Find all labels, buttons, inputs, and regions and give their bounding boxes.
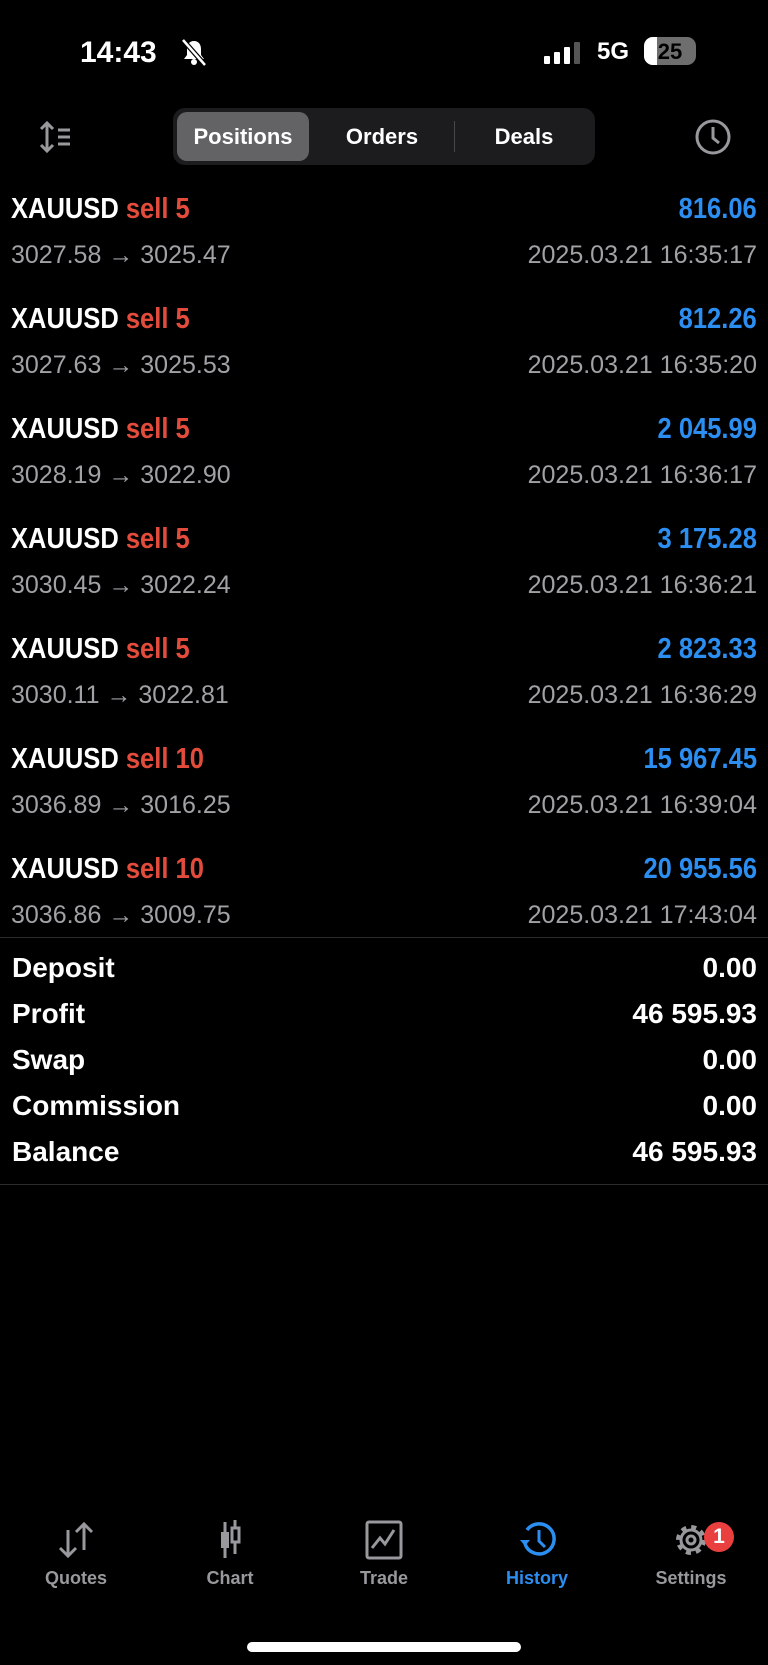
- position-side: sell 10: [125, 853, 204, 885]
- position-row[interactable]: XAUUSD sell 10 15 967.45 3036.89 → 3016.…: [0, 735, 768, 845]
- clock: 14:43: [80, 36, 157, 69]
- symbol: XAUUSD: [11, 853, 119, 885]
- position-prices: 3036.89 → 3016.25: [11, 791, 231, 819]
- position-time: 2025.03.21 16:36:29: [527, 681, 757, 709]
- position-symbol: XAUUSD sell 5: [11, 303, 190, 336]
- position-row[interactable]: XAUUSD sell 10 20 955.56 3036.86 → 3009.…: [0, 845, 768, 955]
- tab-history[interactable]: History: [467, 1520, 607, 1589]
- position-row[interactable]: XAUUSD sell 5 2 823.33 3030.11 → 3022.81…: [0, 625, 768, 735]
- symbol: XAUUSD: [11, 413, 119, 445]
- home-indicator[interactable]: [247, 1642, 521, 1652]
- position-side: sell 5: [125, 413, 190, 445]
- tab-deals[interactable]: Deals: [494, 123, 554, 149]
- segment-divider: [454, 121, 455, 152]
- symbol: XAUUSD: [11, 633, 119, 665]
- tab-bar: Quotes Chart Trade History Settings: [0, 1520, 768, 1600]
- symbol: XAUUSD: [11, 303, 119, 335]
- summary-value: 46 595.93: [632, 998, 757, 1029]
- toolbar: Positions Orders Deals: [0, 108, 768, 166]
- summary-row-deposit: Deposit 0.00: [0, 948, 768, 994]
- signal-icon: [544, 42, 580, 64]
- position-prices: 3030.11 → 3022.81: [11, 681, 229, 709]
- history-icon: [520, 1522, 556, 1556]
- battery-icon: 25: [644, 37, 696, 65]
- tab-trade[interactable]: Trade: [314, 1520, 454, 1589]
- position-side: sell 5: [125, 193, 190, 225]
- position-prices: 3036.86 → 3009.75: [11, 901, 231, 929]
- position-time: 2025.03.21 16:39:04: [527, 791, 757, 819]
- position-time: 2025.03.21 16:35:20: [527, 351, 757, 379]
- position-prices: 3030.45 → 3022.24: [11, 571, 231, 599]
- summary-value: 0.00: [702, 952, 758, 983]
- battery-percent: 25: [657, 39, 683, 64]
- position-row[interactable]: XAUUSD sell 5 812.26 3027.63 → 3025.53 2…: [0, 295, 768, 405]
- position-time: 2025.03.21 17:43:04: [527, 901, 757, 929]
- position-symbol: XAUUSD sell 10: [11, 743, 204, 776]
- summary-label: Commission: [12, 1090, 181, 1121]
- symbol: XAUUSD: [11, 193, 119, 225]
- tab-settings[interactable]: Settings: [621, 1520, 761, 1589]
- trade-chart-icon: [365, 1520, 403, 1560]
- settings-badge: 1: [704, 1522, 734, 1552]
- summary-value: 0.00: [702, 1090, 758, 1121]
- position-profit: 816.06: [678, 193, 757, 225]
- tab-label: Chart: [206, 1568, 254, 1588]
- summary-label: Deposit: [12, 952, 115, 983]
- position-row[interactable]: XAUUSD sell 5 816.06 3027.58 → 3025.47 2…: [0, 185, 768, 295]
- symbol: XAUUSD: [11, 523, 119, 555]
- position-time: 2025.03.21 16:36:17: [527, 461, 757, 489]
- summary-row-profit: Profit 46 595.93: [0, 994, 768, 1040]
- position-row[interactable]: XAUUSD sell 5 3 175.28 3030.45 → 3022.24…: [0, 515, 768, 625]
- silent-bell-icon: [181, 38, 207, 66]
- position-profit: 20 955.56: [643, 853, 757, 885]
- summary-label: Swap: [12, 1044, 86, 1075]
- sort-icon[interactable]: [38, 120, 74, 154]
- position-profit: 2 045.99: [657, 413, 757, 445]
- divider: [0, 937, 768, 938]
- position-symbol: XAUUSD sell 5: [11, 523, 190, 556]
- divider: [0, 1184, 768, 1185]
- position-profit: 2 823.33: [657, 633, 757, 665]
- tab-quotes[interactable]: Quotes: [6, 1520, 146, 1589]
- position-prices: 3027.58 → 3025.47: [11, 241, 231, 269]
- network-type: 5G: [597, 38, 630, 65]
- candlestick-icon: [221, 1520, 241, 1558]
- position-side: sell 10: [125, 743, 204, 775]
- position-symbol: XAUUSD sell 5: [11, 193, 190, 226]
- summary-value: 0.00: [702, 1044, 758, 1075]
- history-segmented-control: Positions Orders Deals: [173, 108, 595, 165]
- summary-label: Balance: [12, 1136, 120, 1167]
- tab-label: Settings: [655, 1568, 727, 1588]
- tab-label: Quotes: [44, 1568, 107, 1588]
- summary-row-commission: Commission 0.00: [0, 1086, 768, 1132]
- tab-orders[interactable]: Orders: [345, 123, 419, 149]
- position-time: 2025.03.21 16:36:21: [527, 571, 757, 599]
- position-row[interactable]: XAUUSD sell 5 2 045.99 3028.19 → 3022.90…: [0, 405, 768, 515]
- position-symbol: XAUUSD sell 5: [11, 413, 190, 446]
- clock-icon[interactable]: [693, 117, 733, 157]
- position-symbol: XAUUSD sell 10: [11, 853, 204, 886]
- position-prices: 3027.63 → 3025.53: [11, 351, 231, 379]
- tab-label: History: [505, 1568, 568, 1588]
- gear-icon: [676, 1525, 706, 1555]
- status-bar: 14:43 5G 25: [0, 0, 768, 100]
- position-profit: 15 967.45: [643, 743, 757, 775]
- position-prices: 3028.19 → 3022.90: [11, 461, 231, 489]
- tab-label: Trade: [359, 1568, 409, 1588]
- summary-row-swap: Swap 0.00: [0, 1040, 768, 1086]
- position-profit: 3 175.28: [657, 523, 757, 555]
- symbol: XAUUSD: [11, 743, 119, 775]
- summary-label: Profit: [12, 998, 86, 1029]
- position-side: sell 5: [125, 303, 190, 335]
- summary-value: 46 595.93: [632, 1136, 757, 1167]
- position-symbol: XAUUSD sell 5: [11, 633, 190, 666]
- tab-positions[interactable]: Positions: [177, 112, 309, 161]
- position-time: 2025.03.21 16:35:17: [527, 241, 757, 269]
- position-side: sell 5: [125, 523, 190, 555]
- tab-chart[interactable]: Chart: [160, 1520, 300, 1589]
- summary-row-balance: Balance 46 595.93: [0, 1132, 768, 1178]
- position-profit: 812.26: [678, 303, 757, 335]
- quotes-arrows-icon: [58, 1521, 94, 1559]
- position-side: sell 5: [125, 633, 190, 665]
